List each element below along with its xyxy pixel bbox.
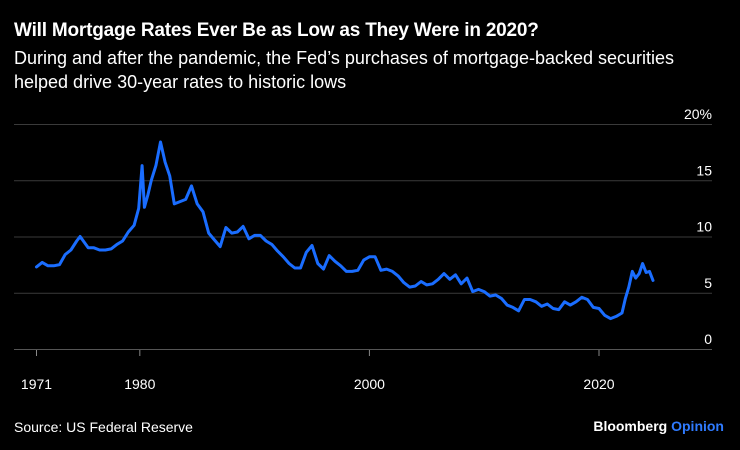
y-tick-label: 5	[704, 275, 712, 291]
x-tick-label: 1971	[21, 376, 52, 392]
x-tick-label: 1980	[124, 376, 155, 392]
y-tick-label: 0	[704, 331, 712, 347]
series-layer	[35, 140, 655, 321]
x-tick-label: 2000	[354, 376, 385, 392]
y-tick-label: 10	[696, 219, 712, 235]
brand-name: Bloomberg	[593, 418, 668, 434]
gridlines	[14, 124, 712, 350]
y-tick-label: 15	[696, 162, 712, 178]
series-line-mortgage-rate	[35, 140, 655, 321]
chart-subtitle: During and after the pandemic, the Fed’s…	[14, 48, 675, 92]
brand-accent: Opinion	[671, 418, 724, 434]
x-axis: 1971 1980 2000 2020	[21, 350, 615, 392]
x-tick-label: 2020	[583, 376, 614, 392]
y-tick-label: 20%	[684, 106, 712, 122]
chart-title: Will Mortgage Rates Ever Be as Low as Th…	[14, 20, 539, 41]
bloomberg-opinion-logo: Bloomberg Opinion	[593, 418, 724, 434]
source-note: Source: US Federal Reserve	[14, 419, 193, 435]
y-axis: 0 5 10 15 20%	[684, 106, 712, 347]
